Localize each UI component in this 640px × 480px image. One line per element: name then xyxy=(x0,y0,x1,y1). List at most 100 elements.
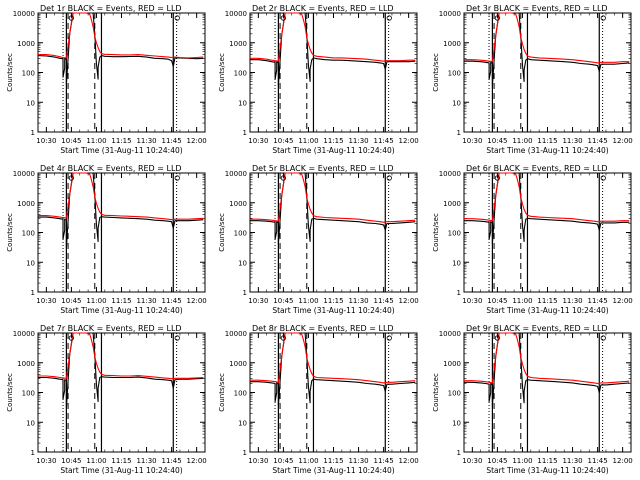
x-tick-label: 12:00 xyxy=(399,297,419,305)
start-marker-symbol xyxy=(68,15,74,21)
y-axis-label: Counts/sec xyxy=(432,373,440,412)
x-tick-label: 10:30 xyxy=(248,297,268,305)
panel-title: Det 6r BLACK = Events, RED = LLD xyxy=(466,164,608,173)
y-tick-label: 1000 xyxy=(17,200,35,208)
x-tick-label: 11:15 xyxy=(111,457,131,465)
x-tick-label: 11:15 xyxy=(323,457,343,465)
panel-title: Det 1r BLACK = Events, RED = LLD xyxy=(40,4,182,13)
detector-panel-4: 1 10 100 1000 10000 10:30 10:45 11:00 11:15 11:30… xyxy=(6,164,207,315)
x-tick-label: 11:15 xyxy=(537,137,557,145)
x-tick-label: 11:15 xyxy=(111,137,131,145)
x-tick-label: 10:30 xyxy=(36,137,56,145)
end-marker-symbol xyxy=(386,335,392,341)
start-marker-symbol xyxy=(494,15,500,21)
x-tick-label: 10:45 xyxy=(487,137,507,145)
x-tick-label: 11:30 xyxy=(562,137,582,145)
y-axis-label: Counts/sec xyxy=(432,53,440,92)
y-tick-label: 1 xyxy=(243,129,247,137)
x-tick-label: 11:45 xyxy=(374,457,394,465)
y-axis-label: Counts/sec xyxy=(218,373,226,412)
x-tick-label: 11:00 xyxy=(512,297,532,305)
lld-series-line xyxy=(250,332,416,384)
y-tick-label: 1000 xyxy=(17,360,35,368)
events-series-line xyxy=(464,172,630,245)
y-tick-label: 10000 xyxy=(225,330,247,338)
panel-title: Det 5r BLACK = Events, RED = LLD xyxy=(252,164,394,173)
x-tick-label: 10:30 xyxy=(248,457,268,465)
y-tick-label: 1000 xyxy=(443,360,461,368)
x-tick-label: 11:45 xyxy=(374,137,394,145)
x-tick-label: 12:00 xyxy=(187,457,207,465)
events-series-line xyxy=(464,12,630,87)
x-tick-label: 11:30 xyxy=(136,297,156,305)
y-tick-label: 1000 xyxy=(229,40,247,48)
x-tick-label: 11:30 xyxy=(562,297,582,305)
end-marker-symbol xyxy=(386,15,392,21)
y-tick-label: 100 xyxy=(234,390,247,398)
y-tick-label: 1 xyxy=(31,129,35,137)
x-tick-label: 12:00 xyxy=(399,137,419,145)
detector-panel-8: 1 10 100 1000 10000 10:30 10:45 11:00 11:15 11:30… xyxy=(218,324,419,475)
x-axis-label: Start Time (31-Aug-11 10:24:40) xyxy=(60,306,182,315)
x-tick-label: 10:45 xyxy=(487,297,507,305)
start-marker-symbol xyxy=(68,175,74,181)
end-marker-symbol xyxy=(174,15,180,21)
y-tick-label: 1 xyxy=(243,289,247,297)
y-tick-label: 10 xyxy=(238,99,247,107)
detector-panel-2: 1 10 100 1000 10000 10:30 10:45 11:00 11:15 11:30… xyxy=(218,4,419,155)
x-tick-label: 10:30 xyxy=(462,137,482,145)
x-axis-label: Start Time (31-Aug-11 10:24:40) xyxy=(272,306,394,315)
x-axis-label: Start Time (31-Aug-11 10:24:40) xyxy=(486,146,608,155)
x-tick-label: 11:15 xyxy=(537,297,557,305)
y-tick-label: 10 xyxy=(238,419,247,427)
events-series-line xyxy=(38,172,204,249)
y-tick-label: 100 xyxy=(448,230,461,238)
x-tick-label: 10:30 xyxy=(462,457,482,465)
y-tick-label: 10000 xyxy=(225,10,247,18)
detector-panel-6: 1 10 100 1000 10000 10:30 10:45 11:00 11:15 11:30… xyxy=(432,164,633,315)
x-tick-label: 10:30 xyxy=(36,297,56,305)
y-tick-label: 10000 xyxy=(439,170,461,178)
start-marker-symbol xyxy=(280,335,286,341)
x-tick-label: 10:45 xyxy=(61,457,81,465)
detector-panel-7: 1 10 100 1000 10000 10:30 10:45 11:00 11:15 11:30… xyxy=(6,324,207,475)
start-marker-symbol xyxy=(280,175,286,181)
y-tick-label: 10 xyxy=(26,99,35,107)
x-axis-label: Start Time (31-Aug-11 10:24:40) xyxy=(60,146,182,155)
start-marker-symbol xyxy=(494,335,500,341)
events-series-line xyxy=(37,12,204,85)
y-tick-label: 1000 xyxy=(229,360,247,368)
y-tick-label: 10000 xyxy=(13,170,35,178)
detector-panel-1: 1 10 100 1000 10000 10:30 10:45 11:00 11:15 11:30… xyxy=(6,4,207,155)
y-tick-label: 100 xyxy=(234,230,247,238)
x-tick-label: 11:45 xyxy=(588,457,608,465)
x-tick-label: 11:45 xyxy=(588,137,608,145)
end-marker-symbol xyxy=(386,175,392,181)
x-tick-label: 11:30 xyxy=(348,137,368,145)
lld-series-line xyxy=(38,12,204,59)
panel-title: Det 7r BLACK = Events, RED = LLD xyxy=(40,324,182,333)
x-axis-label: Start Time (31-Aug-11 10:24:40) xyxy=(486,306,608,315)
y-tick-label: 10 xyxy=(452,419,461,427)
x-tick-label: 11:45 xyxy=(588,297,608,305)
panel-title: Det 3r BLACK = Events, RED = LLD xyxy=(466,4,608,13)
x-tick-label: 11:15 xyxy=(323,297,343,305)
events-series-line xyxy=(250,332,416,407)
events-series-line xyxy=(464,332,630,407)
panel-title: Det 4r BLACK = Events, RED = LLD xyxy=(40,164,182,173)
x-axis-label: Start Time (31-Aug-11 10:24:40) xyxy=(486,466,608,475)
events-series-line xyxy=(250,12,416,87)
y-tick-label: 1000 xyxy=(229,200,247,208)
lld-series-line xyxy=(464,12,630,64)
y-tick-label: 100 xyxy=(448,390,461,398)
panel-title: Det 8r BLACK = Events, RED = LLD xyxy=(252,324,394,333)
lld-series-line xyxy=(38,172,204,221)
events-series-line xyxy=(250,172,416,245)
y-tick-label: 10 xyxy=(452,99,461,107)
x-tick-label: 12:00 xyxy=(613,137,633,145)
x-tick-label: 10:45 xyxy=(487,457,507,465)
y-tick-label: 1 xyxy=(457,289,461,297)
x-tick-label: 11:30 xyxy=(348,297,368,305)
panel-title: Det 9r BLACK = Events, RED = LLD xyxy=(466,324,608,333)
end-marker-symbol xyxy=(600,15,606,21)
